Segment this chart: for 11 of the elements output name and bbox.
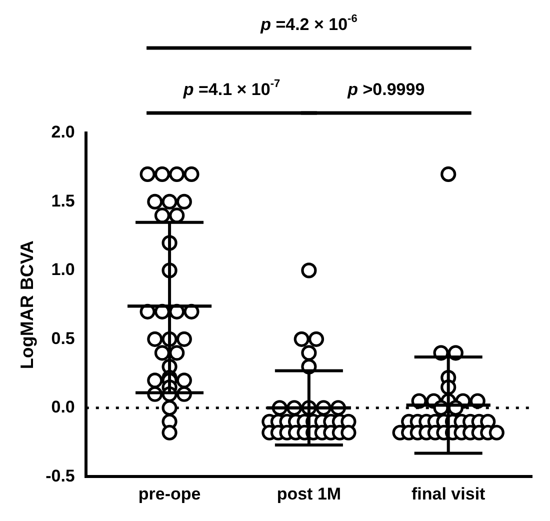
text: p >0.9999 bbox=[346, 80, 425, 99]
y-tick-label: 0.5 bbox=[51, 328, 75, 348]
y-tick-label: 0.0 bbox=[51, 398, 75, 417]
y-axis-title: LogMAR BCVA bbox=[16, 240, 37, 370]
y-tick-label: -0.5 bbox=[46, 466, 75, 486]
y-tick-label: 1.5 bbox=[51, 191, 75, 210]
y-tick-label: 2.0 bbox=[51, 122, 75, 142]
x-tick-label: final visit bbox=[412, 484, 486, 504]
y-tick-label: 1.0 bbox=[51, 260, 75, 280]
x-tick-label: post 1M bbox=[276, 484, 342, 504]
x-tick-label: pre-ope bbox=[138, 484, 201, 504]
